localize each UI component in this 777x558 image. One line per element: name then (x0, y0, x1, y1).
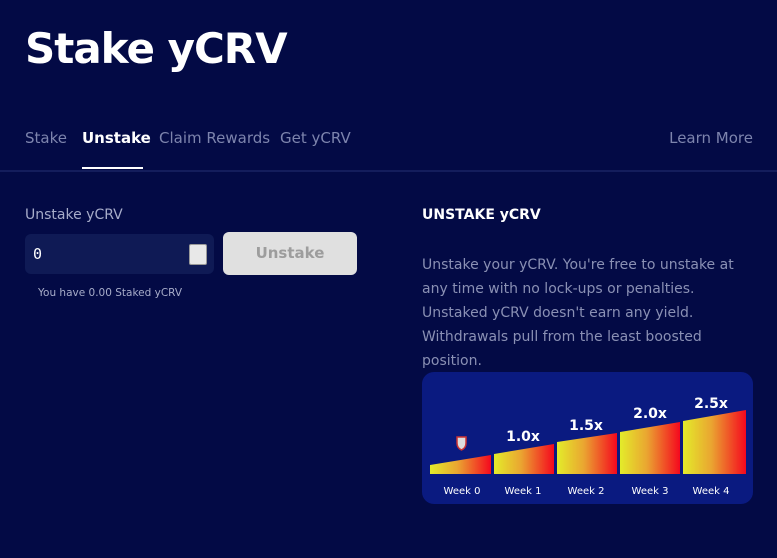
tab[interactable]: Claim Rewards (159, 129, 271, 147)
week-label: Week 1 (505, 486, 542, 497)
balance-text: You have 0.00 Staked yCRV (38, 287, 183, 299)
amount-input[interactable]: 0 (25, 234, 214, 274)
week-label: Week 2 (568, 486, 605, 497)
page-title: Stake yCRV (25, 24, 288, 73)
divider (0, 170, 777, 172)
week-label: Week 4 (693, 486, 730, 497)
input-value: 0 (33, 245, 43, 263)
boost-step (494, 444, 554, 474)
unstake-button[interactable]: Unstake (223, 232, 357, 275)
multiplier: 2.0x (633, 406, 667, 422)
boost-step (430, 455, 491, 474)
multiplier: 2.5x (694, 396, 728, 412)
spinner[interactable] (189, 244, 207, 265)
multiplier: 1.5x (569, 418, 603, 434)
learn-more-link[interactable]: Learn More (669, 129, 753, 147)
boost-step (620, 422, 680, 474)
week-label: Week 0 (444, 486, 481, 497)
input-label: Unstake yCRV (25, 207, 123, 223)
multiplier: 1.0x (506, 429, 540, 445)
info-text: Unstake your yCRV. You're free to unstak… (422, 257, 734, 369)
tab-active[interactable]: Unstake (82, 129, 151, 147)
boost-step (557, 433, 617, 474)
tab-underline (82, 167, 143, 169)
boost-step (683, 410, 746, 474)
tab[interactable]: Get yCRV (280, 129, 351, 147)
tab[interactable]: Stake (25, 129, 67, 147)
week-label: Week 3 (632, 486, 669, 497)
shield-icon (456, 436, 467, 451)
info-title: UNSTAKE yCRV (422, 207, 541, 223)
